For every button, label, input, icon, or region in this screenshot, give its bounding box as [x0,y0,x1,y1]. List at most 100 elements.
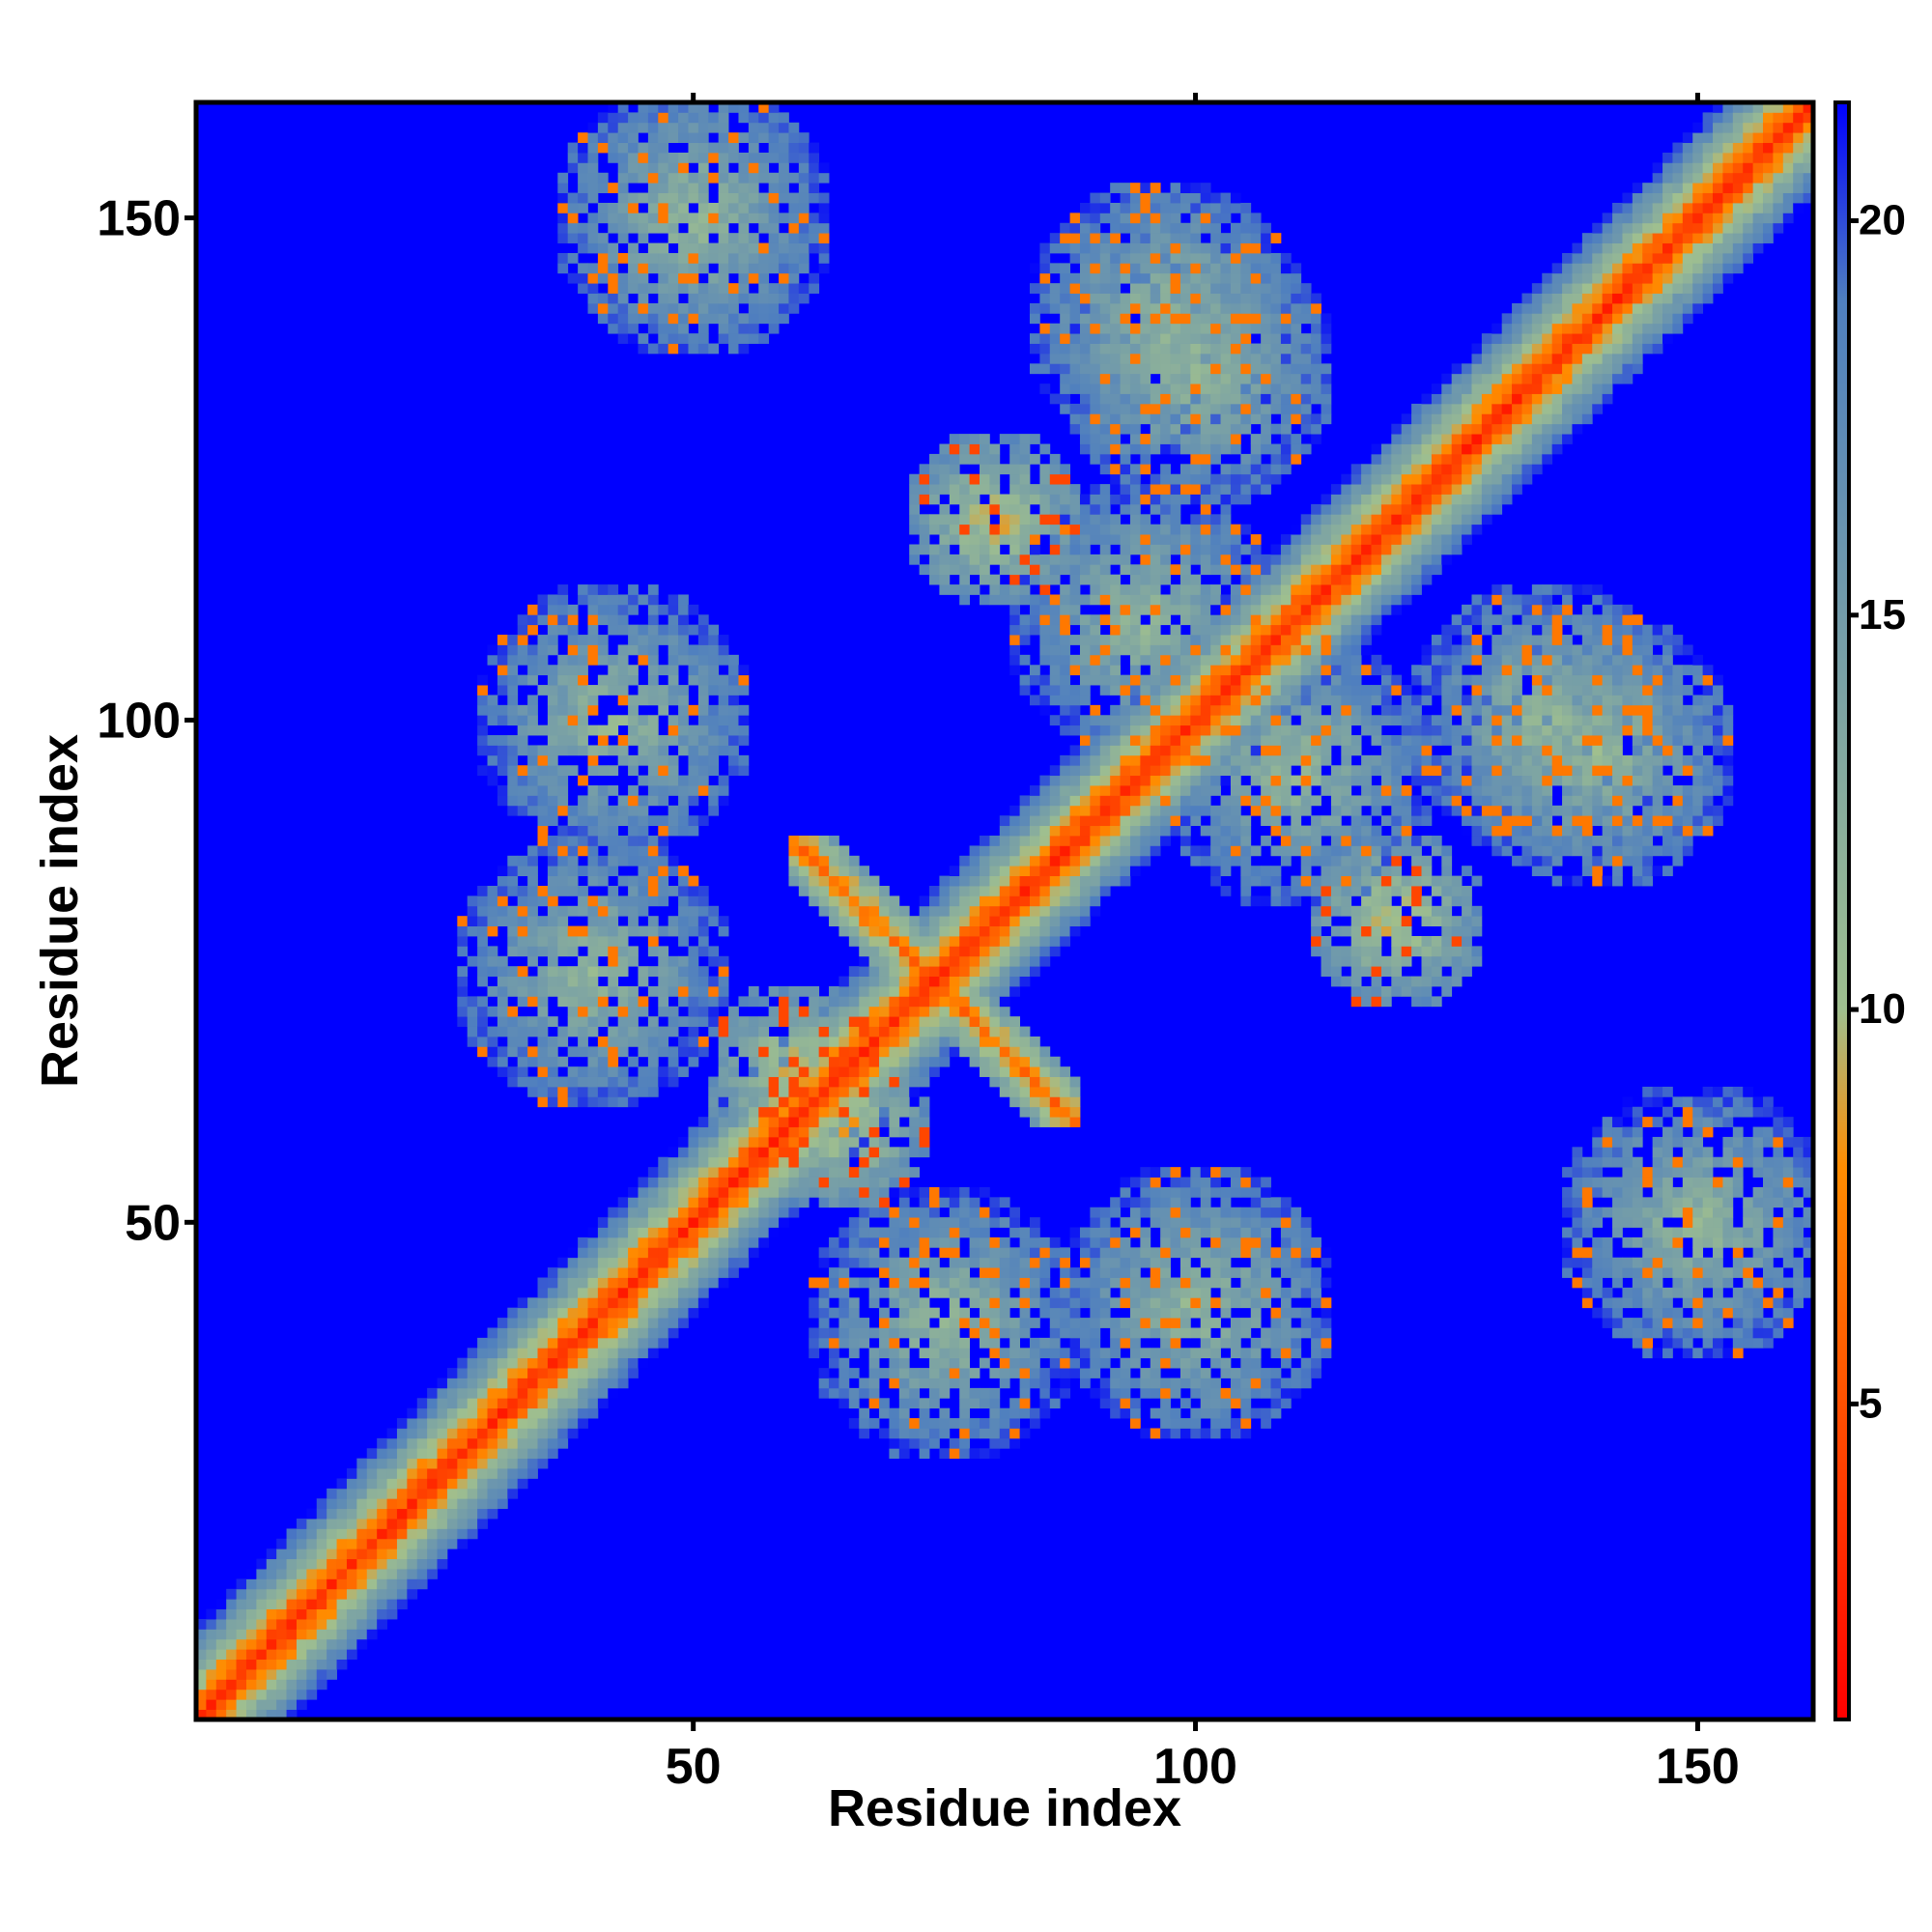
heatmap-cell [768,183,780,193]
heatmap-cell [617,1327,629,1339]
heatmap-cell [1019,1267,1031,1278]
heatmap-cell [939,1197,951,1208]
heatmap-cell [547,1066,558,1077]
heatmap-cell [266,1578,277,1590]
heatmap-cell [296,1669,307,1680]
heatmap-cell [738,1257,750,1268]
heatmap-cell [859,946,870,957]
heatmap-cell [708,252,720,264]
heatmap-cell [356,1519,368,1529]
heatmap-cell [868,1016,880,1027]
heatmap-cell [1150,584,1161,595]
heatmap-cell [1110,775,1121,786]
heatmap-cell [1090,554,1101,565]
heatmap-cell [1099,866,1111,877]
heatmap-cell [1140,604,1151,615]
heatmap-cell [497,674,508,686]
heatmap-cell [396,1437,408,1449]
heatmap-cell [909,503,921,515]
heatmap-cell [1060,905,1070,917]
heatmap-cell [557,946,569,957]
heatmap-cell [477,1468,488,1479]
heatmap-cell [1110,323,1121,334]
heatmap-cell [457,946,469,957]
heatmap-cell [1019,875,1031,887]
heatmap-cell [196,1709,207,1720]
heatmap-cell [829,1277,839,1289]
heatmap-cell [647,132,659,143]
heatmap-cell [959,1307,971,1319]
heatmap-cell [1129,373,1141,384]
heatmap-cell [768,1136,780,1148]
heatmap-cell [537,1437,549,1449]
heatmap-cell [1160,635,1171,645]
heatmap-cell [628,172,639,184]
heatmap-cell [647,142,659,154]
heatmap-cell [527,875,538,887]
heatmap-cell [497,1357,508,1369]
heatmap-cell [1049,544,1061,555]
heatmap-cell [215,1649,227,1661]
heatmap-cell [507,1428,519,1439]
heatmap-cell [647,183,659,193]
heatmap-cell [437,1538,448,1549]
heatmap-cell [779,1156,789,1168]
heatmap-cell [527,745,538,756]
heatmap-cell [829,905,839,917]
heatmap-cell [909,1318,921,1328]
heatmap-cell [628,925,639,937]
heatmap-cell [1160,754,1171,766]
heatmap-cell [919,996,930,1008]
heatmap-cell [879,1307,890,1319]
heatmap-cell [738,1096,750,1108]
heatmap-cell [1099,202,1111,213]
heatmap-cell [909,514,921,526]
heatmap-cell [567,996,579,1008]
heatmap-cell [848,1337,860,1349]
heatmap-cell [1170,1277,1181,1289]
heatmap-cell [859,985,870,997]
heatmap-cell [1140,222,1151,234]
heatmap-cell [1170,1177,1181,1188]
heatmap-cell [527,1387,538,1399]
heatmap-cell [316,1528,327,1540]
heatmap-cell [608,1378,619,1389]
heatmap-cell [517,624,528,636]
heatmap-cell [718,1236,729,1248]
heatmap-cell [859,1096,870,1108]
heatmap-cell [578,685,588,696]
heatmap-cell [788,1117,800,1127]
heatmap-cell [1009,1418,1020,1429]
heatmap-cell [889,1357,900,1369]
heatmap-cell [748,1147,759,1158]
heatmap-cell [1009,644,1020,656]
heatmap-cell [1120,1318,1131,1328]
heatmap-cell [467,1387,478,1399]
heatmap-cell [668,775,679,786]
heatmap-cell [1120,524,1131,535]
heatmap-cell [798,875,810,887]
heatmap-cell [527,905,538,917]
heatmap-cell [557,1368,569,1378]
heatmap-cell [728,1217,739,1228]
heatmap-cell [1099,735,1111,746]
heatmap-cell [1049,554,1061,565]
heatmap-cell [989,1387,1001,1399]
heatmap-cell [929,1036,940,1047]
heatmap-cell [838,996,850,1008]
heatmap-cell [608,836,619,846]
heatmap-cell [517,935,528,947]
heatmap-cell [1110,624,1121,636]
heatmap-cell [1090,845,1101,857]
heatmap-cell [1129,1207,1141,1218]
heatmap-cell [1170,665,1181,676]
heatmap-cell [547,1378,558,1389]
heatmap-cell [578,674,588,686]
heatmap-cell [628,795,639,807]
heatmap-cell [1079,1277,1091,1289]
heatmap-cell [1110,644,1121,656]
heatmap-cell [457,1437,469,1449]
heatmap-cell [628,584,639,595]
heatmap-cell [1150,614,1161,626]
heatmap-cell [889,1156,900,1168]
